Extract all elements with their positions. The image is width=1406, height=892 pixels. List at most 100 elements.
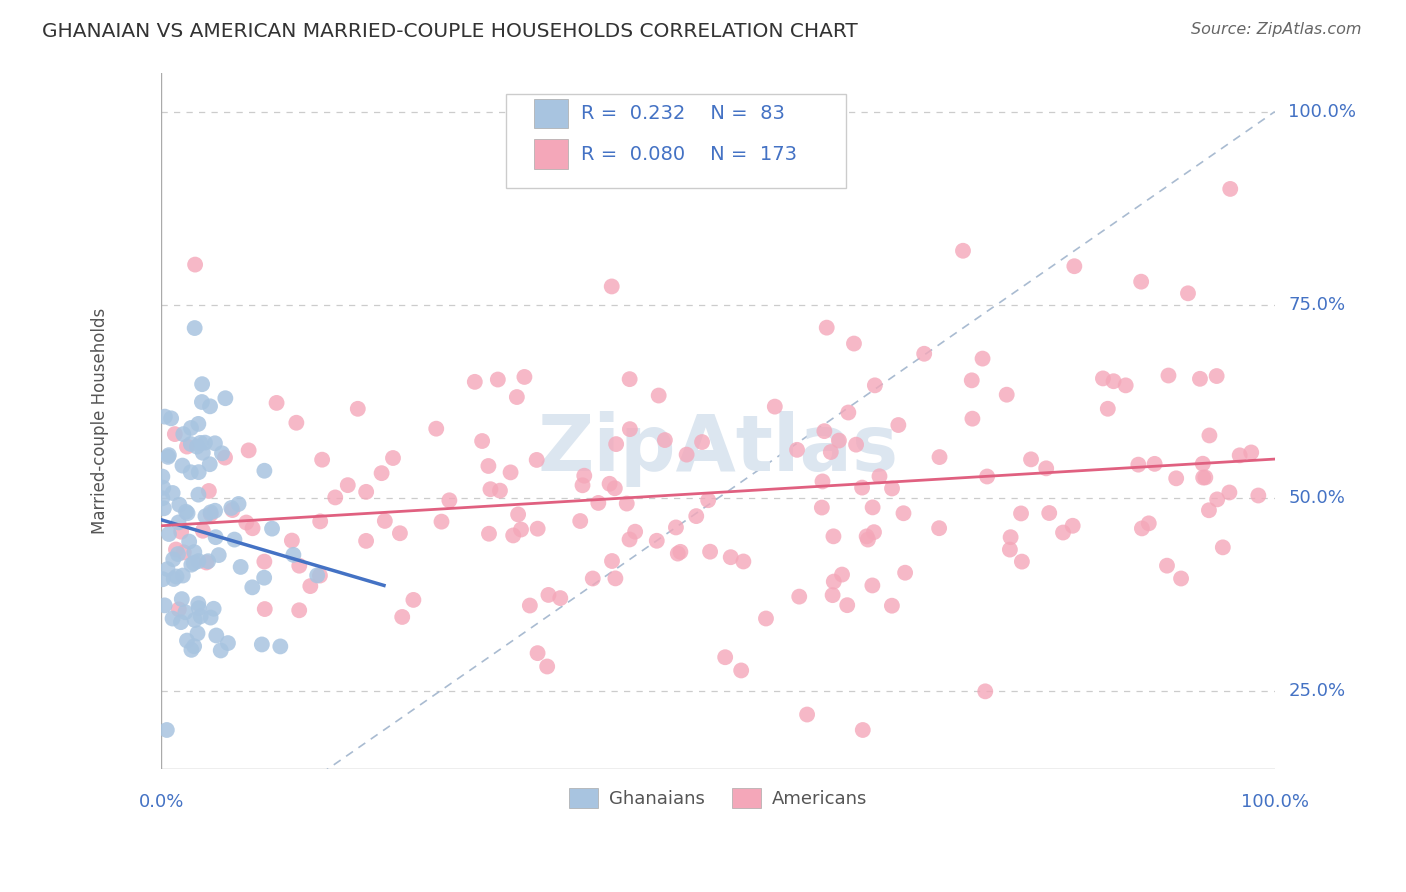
Point: [755, 611, 778, 625]
Point: [860, 578, 883, 592]
Point: [187, 597, 209, 611]
Point: [471, 434, 494, 448]
Point: [697, 493, 720, 508]
Point: [1212, 541, 1234, 555]
Point: [170, 524, 193, 539]
Point: [1115, 378, 1137, 392]
Point: [309, 515, 332, 529]
Point: [179, 534, 201, 549]
Point: [569, 514, 592, 528]
Point: [191, 377, 214, 392]
Point: [1229, 448, 1251, 462]
Point: [1102, 374, 1125, 388]
Point: [856, 533, 879, 547]
Point: [187, 488, 209, 502]
Point: [605, 437, 627, 451]
Point: [1019, 452, 1042, 467]
Point: [260, 522, 283, 536]
Point: [863, 378, 886, 392]
Point: [510, 523, 533, 537]
Point: [197, 554, 219, 568]
Point: [163, 572, 186, 586]
Point: [170, 615, 193, 629]
Point: [887, 417, 910, 432]
Point: [499, 466, 522, 480]
Text: 75.0%: 75.0%: [1288, 296, 1346, 314]
Point: [157, 448, 180, 462]
Point: [200, 507, 222, 521]
Point: [624, 524, 647, 539]
Point: [170, 592, 193, 607]
Point: [600, 554, 623, 568]
Point: [183, 639, 205, 653]
Point: [153, 599, 176, 613]
Point: [190, 609, 212, 624]
Point: [645, 533, 668, 548]
Point: [869, 469, 891, 483]
Text: 100.0%: 100.0%: [1288, 103, 1357, 120]
Point: [242, 521, 264, 535]
Text: R =  0.080    N =  173: R = 0.080 N = 173: [581, 145, 797, 163]
Point: [548, 591, 571, 606]
Point: [195, 556, 218, 570]
Point: [1128, 458, 1150, 472]
Point: [184, 613, 207, 627]
Point: [1156, 558, 1178, 573]
Point: [960, 373, 983, 387]
Point: [250, 637, 273, 651]
Point: [619, 533, 641, 547]
Point: [176, 440, 198, 454]
Point: [1247, 488, 1270, 502]
Point: [536, 659, 558, 673]
Point: [309, 568, 332, 582]
Point: [1130, 275, 1153, 289]
Point: [526, 453, 548, 467]
Point: [176, 506, 198, 520]
Point: [172, 427, 194, 442]
Point: [995, 387, 1018, 401]
Point: [837, 405, 859, 419]
Point: [238, 443, 260, 458]
Point: [221, 503, 243, 517]
Point: [191, 524, 214, 538]
Point: [388, 526, 411, 541]
Point: [169, 498, 191, 512]
Point: [191, 446, 214, 460]
Point: [862, 500, 884, 515]
Point: [354, 484, 377, 499]
Point: [763, 400, 786, 414]
Point: [162, 552, 184, 566]
Point: [391, 610, 413, 624]
Point: [787, 590, 810, 604]
Point: [863, 525, 886, 540]
Point: [402, 593, 425, 607]
Point: [283, 548, 305, 562]
Point: [1206, 492, 1229, 507]
FancyBboxPatch shape: [534, 139, 568, 169]
Point: [152, 572, 174, 586]
Point: [1240, 445, 1263, 459]
Point: [489, 483, 512, 498]
Point: [998, 542, 1021, 557]
Point: [823, 574, 845, 589]
Point: [616, 497, 638, 511]
FancyBboxPatch shape: [534, 98, 568, 128]
Point: [1191, 457, 1213, 471]
Point: [1035, 461, 1057, 475]
Point: [928, 521, 950, 535]
Point: [1063, 259, 1085, 273]
Point: [714, 650, 737, 665]
Point: [1000, 530, 1022, 544]
Point: [599, 476, 621, 491]
Point: [162, 611, 184, 625]
Point: [174, 505, 197, 519]
Point: [477, 458, 499, 473]
Point: [605, 571, 627, 585]
FancyBboxPatch shape: [506, 94, 846, 187]
Point: [205, 628, 228, 642]
Point: [1130, 521, 1153, 535]
Point: [150, 469, 173, 483]
Point: [198, 400, 221, 414]
Point: [299, 579, 322, 593]
Point: [307, 568, 329, 582]
